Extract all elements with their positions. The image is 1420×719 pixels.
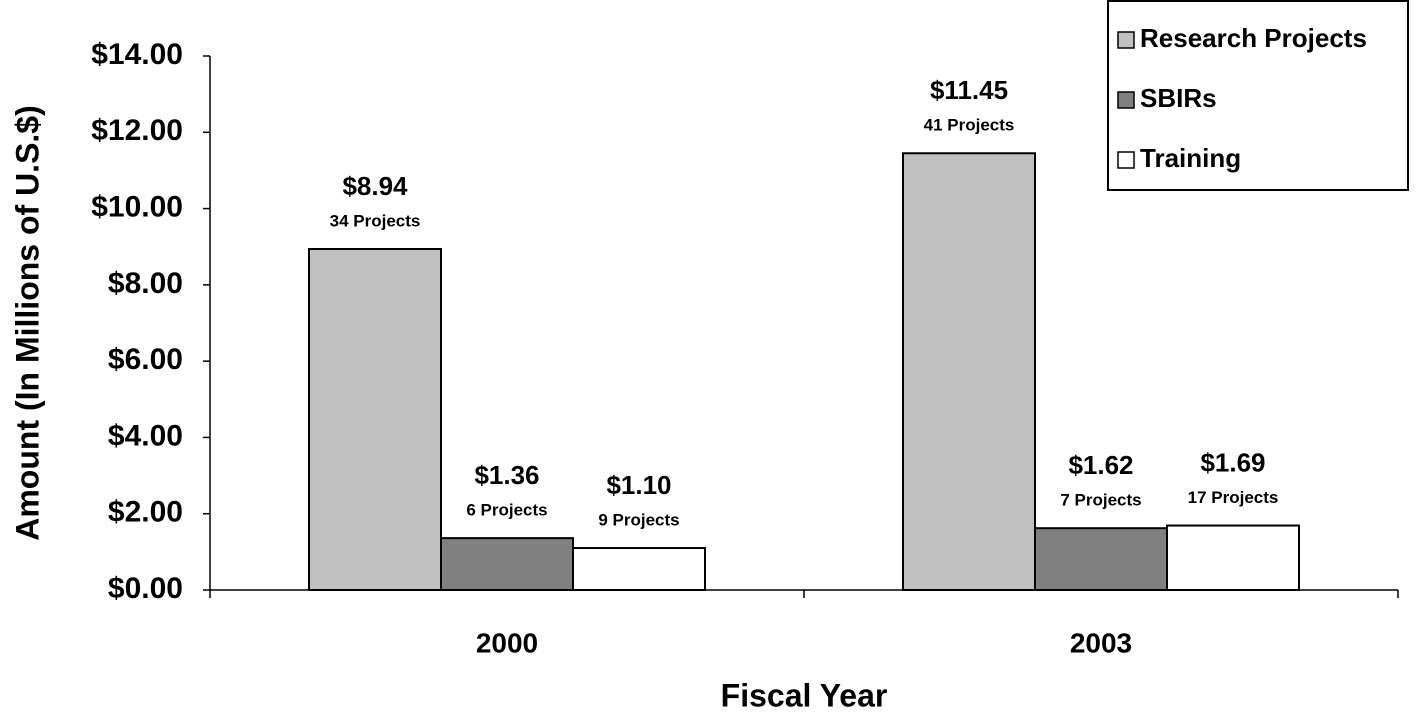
value-label: $1.36 [474,460,539,490]
legend-swatch [1117,31,1135,49]
y-tick-label: $4.00 [108,419,183,452]
value-label: $1.62 [1068,450,1133,480]
legend-label: Training [1140,143,1241,173]
value-label: $1.10 [606,470,671,500]
legend-swatch [1117,151,1135,169]
value-label: $11.45 [930,75,1008,105]
bar [308,248,442,591]
value-label: $8.94 [342,171,408,201]
x-tick-label: 2003 [1070,627,1132,658]
project-label: 9 Projects [598,511,679,530]
y-tick-label: $2.00 [108,496,183,529]
bar [1034,527,1168,591]
bar [1166,524,1300,591]
bar [440,537,574,592]
y-tick-label: $12.00 [91,114,183,147]
x-axis-label: Fiscal Year [721,677,888,713]
legend-label: SBIRs [1140,83,1217,113]
value-label: $1.69 [1200,447,1265,477]
x-tick-label: 2000 [476,627,538,658]
y-tick-label: $6.00 [108,343,183,376]
project-label: 6 Projects [466,501,547,520]
y-tick-label: $0.00 [108,572,183,605]
bar [902,152,1036,591]
project-label: 34 Projects [330,211,421,230]
legend-swatch [1117,91,1135,109]
bar [572,547,706,591]
y-tick-label: $8.00 [108,267,183,300]
legend-label: Research Projects [1140,23,1367,53]
y-axis-label: Amount (In Millions of U.S.$) [9,105,45,541]
y-tick-label: $14.00 [91,38,183,71]
project-label: 7 Projects [1060,491,1141,510]
legend-box [1107,0,1409,191]
y-tick-label: $10.00 [91,190,183,223]
project-label: 41 Projects [924,116,1015,135]
project-label: 17 Projects [1188,488,1279,507]
